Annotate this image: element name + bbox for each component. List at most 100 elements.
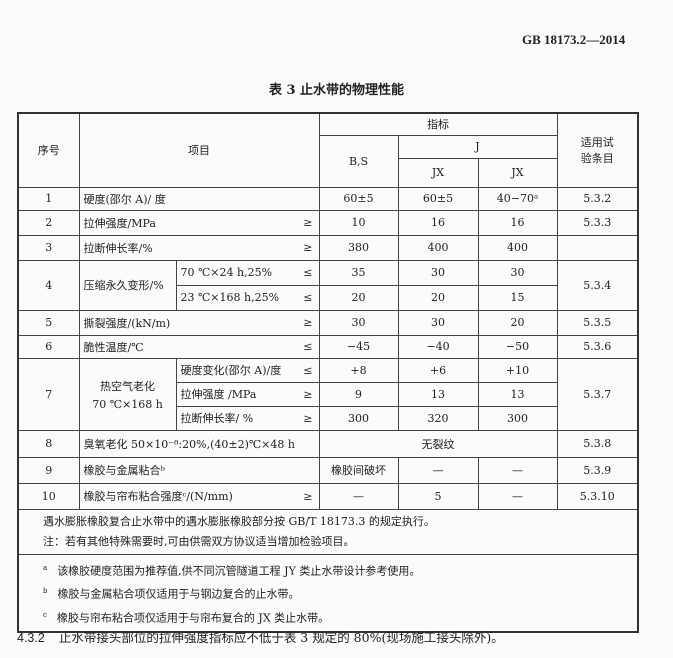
cell-jx2: — [477, 482, 558, 510]
cell-bs: 30 [318, 309, 399, 336]
cell-bs: 9 [318, 381, 399, 407]
cell-test: 5.3.7 [556, 357, 639, 431]
cell-test: 5.3.4 [556, 259, 639, 311]
cell-jx2: — [477, 456, 558, 484]
cell-bs: — [318, 482, 399, 510]
cell-test: 5.3.3 [556, 209, 639, 236]
cell-bs: 35 [318, 259, 399, 286]
cell-test: 5.3.2 [556, 186, 639, 211]
cell-bs: −45 [318, 334, 399, 359]
header-item: 项目 [78, 112, 320, 188]
clause-text: 止水带接头部位的拉伸强度指标应不低于表 3 规定的 80%(现场施工接头除外)。 [58, 630, 504, 645]
cell-jx2: +10 [477, 357, 558, 383]
cell-bs: 380 [318, 234, 399, 261]
item-line2: 70 ℃×168 h [92, 397, 163, 411]
table-row: 5 撕裂强度/(kN/m) ≥ 30 30 20 5.3.5 [17, 309, 639, 336]
header-test: 适用试 验条目 [556, 112, 639, 188]
cell-op: ≥ [299, 381, 320, 407]
cell-no: 1 [17, 186, 80, 211]
cell-jx2: 40−70ᵃ [477, 186, 558, 211]
footnote-text: 橡胶与帘布粘合项仅适用于与帘布复合的 JX 类止水带。 [56, 611, 330, 625]
cell-bs: 10 [318, 209, 399, 236]
cell-op: ≥ [299, 209, 320, 236]
physical-properties-table: 序号 项目 指标 适用试 验条目 B,S J JX JX 1 硬度(邵尔 A)/ … [17, 112, 639, 634]
header-seq: 序号 [17, 112, 80, 188]
header-test-line1: 适用试 [580, 136, 614, 150]
footnote-text: 该橡胶硬度范围为推荐值,供不同沉管隧道工程 JY 类止水带设计参考使用。 [57, 564, 421, 578]
table-title: 表 3 止水带的物理性能 [268, 83, 405, 98]
cell-item: 脆性温度/℃ [78, 334, 299, 359]
cell-jx2: 300 [477, 405, 558, 431]
cell-no: 10 [17, 482, 80, 510]
cell-op: ≤ [299, 259, 320, 286]
table-row: 4 压缩永久变形/% 70 ℃×24 h,25% ≤ 35 30 30 5.3.… [17, 259, 639, 311]
cell-op: ≤ [299, 334, 320, 359]
cell-no: 7 [17, 357, 80, 431]
cell-op: ≥ [299, 234, 320, 261]
cell-jx2: 13 [477, 381, 558, 407]
note-line: 遇水膨胀橡胶复合止水带中的遇水膨胀橡胶部分按 GB/T 18173.3 的规定执… [43, 514, 435, 528]
cell-jx2: 30 [477, 259, 558, 286]
cell-jx2: 400 [477, 234, 558, 261]
cell-bs: 20 [318, 284, 399, 311]
note-line: 注：若有其他特殊需要时,可由供需双方协议适当增加检验项目。 [43, 534, 355, 548]
cell-no: 4 [17, 259, 80, 311]
header-j: J [397, 134, 558, 159]
cell-jx1: 13 [397, 381, 479, 407]
cell-jx1: 30 [397, 259, 479, 286]
cell-jx2: 15 [477, 284, 558, 311]
cell-condition: 拉断伸长率/ % [175, 405, 299, 431]
clause-4-3-2: 4.3.2 止水带接头部位的拉伸强度指标应不低于表 3 规定的 80%(现场施工接… [17, 627, 504, 646]
cell-bs: +8 [318, 357, 399, 383]
cell-item: 拉伸强度/MPa [78, 209, 299, 236]
footnote-mark: a [43, 563, 48, 572]
footnote-text: 橡胶与金属粘合项仅适用于与钢边复合的止水带。 [57, 587, 300, 601]
cell-item: 热空气老化 70 ℃×168 h [78, 357, 177, 431]
cell-jx1: 5 [397, 482, 479, 510]
cell-test: 5.3.10 [556, 482, 639, 510]
cell-jx1: 20 [397, 284, 479, 311]
cell-item: 硬度(邵尔 A)/ 度 [78, 186, 320, 211]
item-line1: 热空气老化 [100, 379, 155, 393]
cell-jx1: 400 [397, 234, 479, 261]
cell-jx2: −50 [477, 334, 558, 359]
cell-op: ≤ [299, 357, 320, 383]
header-jx2: JX [477, 157, 558, 188]
table-row: 2 拉伸强度/MPa ≥ 10 16 16 5.3.3 [17, 209, 639, 236]
cell-condition: 拉伸强度 /MPa [175, 381, 299, 407]
cell-item: 橡胶与帘布粘合强度ᶜ/(N/mm) [78, 482, 299, 510]
cell-jx1: −40 [397, 334, 479, 359]
cell-no: 8 [17, 429, 80, 458]
cell-no: 9 [17, 456, 80, 484]
cell-item: 拉断伸长率/% [78, 234, 299, 261]
notes-row: 遇水膨胀橡胶复合止水带中的遇水膨胀橡胶部分按 GB/T 18173.3 的规定执… [17, 508, 639, 555]
table-row: 1 硬度(邵尔 A)/ 度 60±5 60±5 40−70ᵃ 5.3.2 [17, 186, 639, 211]
cell-op: ≤ [299, 284, 320, 311]
cell-jx1: +6 [397, 357, 479, 383]
cell-no: 2 [17, 209, 80, 236]
cell-no: 5 [17, 309, 80, 336]
cell-jx2: 16 [477, 209, 558, 236]
table-row: 10 橡胶与帘布粘合强度ᶜ/(N/mm) ≥ — 5 — 5.3.10 [17, 482, 639, 510]
cell-op: ≥ [299, 405, 320, 431]
header-bs: B,S [318, 134, 399, 188]
header-test-line2: 验条目 [580, 152, 614, 166]
cell-test: 5.3.9 [556, 456, 639, 484]
cell-test: 5.3.6 [556, 334, 639, 359]
notes-cell: 遇水膨胀橡胶复合止水带中的遇水膨胀橡胶部分按 GB/T 18173.3 的规定执… [17, 508, 639, 555]
cell-bs: 橡胶间破坏 [318, 456, 399, 484]
cell-no: 3 [17, 234, 80, 261]
cell-jx1: 60±5 [397, 186, 479, 211]
clause-number: 4.3.2 [17, 631, 45, 645]
cell-item: 臭氧老化 50×10⁻⁸:20%,(40±2)℃×48 h [78, 429, 320, 458]
cell-test [556, 234, 639, 261]
footnote-mark: c [43, 610, 47, 619]
cell-condition: 23 ℃×168 h,25% [175, 284, 299, 311]
cell-condition: 硬度变化(邵尔 A)/度 [175, 357, 299, 383]
cell-op: ≥ [299, 482, 320, 510]
cell-jx1: 16 [397, 209, 479, 236]
table-row: 23 ℃×168 h,25% ≤ 20 20 15 [18, 284, 638, 311]
